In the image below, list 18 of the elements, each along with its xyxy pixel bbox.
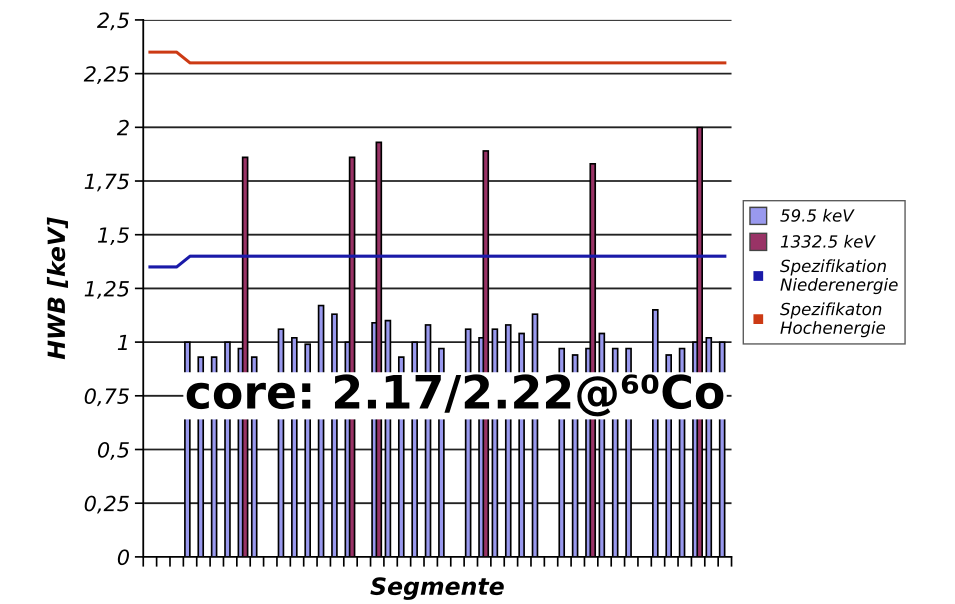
- y-tick-label: 0,75: [84, 388, 129, 406]
- annotation: core: 2.17/2.22@⁶⁰Co: [186, 374, 724, 416]
- legend-label: Spezifikation Niederenergie: [780, 259, 898, 294]
- y-tick-label: 1,5: [98, 227, 129, 246]
- y-tick-label: 0,5: [98, 442, 129, 460]
- y-tick-label: 1,75: [84, 174, 129, 192]
- y-tick-label: 1: [118, 334, 127, 350]
- x-axis-title: Segmente: [370, 577, 504, 600]
- y-tick-label: 2,25: [84, 66, 129, 84]
- y-axis-title: HWB [keV]: [46, 217, 68, 360]
- legend-label: 59.5 keV: [780, 208, 855, 222]
- legend-label: 1332.5 keV: [780, 234, 876, 248]
- y-tick-label: 1,25: [84, 280, 129, 299]
- y-tick-label: 0,25: [84, 496, 129, 514]
- y-tick-label: 0: [118, 549, 130, 566]
- y-tick-label: 2: [116, 120, 129, 136]
- y-tick-label: 2,5: [97, 12, 129, 30]
- legend-label: Spezifikaton Hochenergie: [780, 302, 886, 338]
